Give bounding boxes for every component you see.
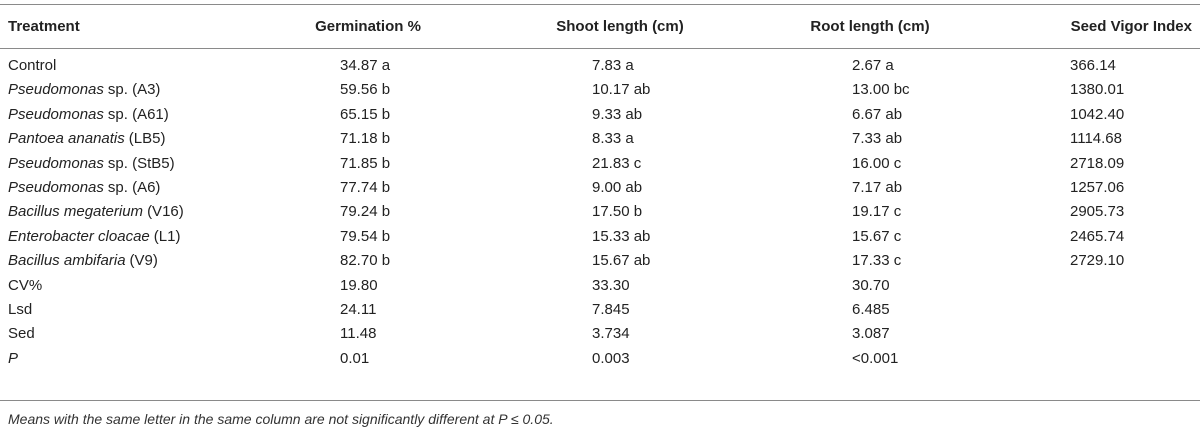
value-cell: 21.83 c xyxy=(592,154,642,172)
value-cell: 9.33 ab xyxy=(592,105,643,123)
treatment-cell: Pseudomonas sp. (A6) xyxy=(8,178,160,198)
header-cell: Shoot length (cm) xyxy=(556,18,684,35)
value-cell: 71.85 b xyxy=(340,154,391,172)
value-cell: 3.087 xyxy=(852,325,890,343)
header-rule xyxy=(0,48,1200,49)
value-cell: 19.80 xyxy=(340,276,378,294)
value-cell: 79.24 b xyxy=(340,203,391,221)
value-cell: 0.01 xyxy=(340,349,370,367)
value-cell: 16.00 c xyxy=(852,154,902,172)
treatment-text: sp. (A61) xyxy=(107,105,169,123)
value-cell: 71.18 b xyxy=(340,130,391,148)
value-cell: 1114.68 xyxy=(1070,130,1122,148)
header-cell: Treatment xyxy=(8,18,80,35)
treatment-italic: P xyxy=(8,349,19,367)
treatment-cell: Pseudomonas sp. (A61) xyxy=(8,105,169,125)
header-cell: Root length (cm) xyxy=(810,18,930,35)
value-cell: 2718.09 xyxy=(1070,154,1125,172)
treatment-text: sp. (StB5) xyxy=(107,154,175,172)
treatment-cell: Control xyxy=(8,56,56,76)
treatment-cell: Pseudomonas sp. (A3) xyxy=(8,80,160,100)
value-cell: 15.33 ab xyxy=(592,227,651,245)
value-cell: 30.70 xyxy=(852,276,890,294)
treatment-text: Lsd xyxy=(8,301,33,318)
value-cell: 8.33 a xyxy=(592,130,634,148)
treatment-italic: Pseudomonas xyxy=(8,154,104,172)
value-cell: 82.70 b xyxy=(340,252,391,270)
treatment-cell: Bacillus ambifaria (V9) xyxy=(8,251,158,271)
value-cell: 3.734 xyxy=(592,325,630,343)
header-cell: Seed Vigor Index xyxy=(1070,18,1192,35)
value-cell: 1042.40 xyxy=(1070,105,1125,123)
treatment-cell: Pseudomonas sp. (StB5) xyxy=(8,154,175,174)
treatment-text: CV% xyxy=(8,276,43,294)
treatment-text: sp. (A3) xyxy=(107,81,161,99)
value-cell: 7.33 ab xyxy=(852,130,903,148)
value-cell: 6.67 ab xyxy=(852,105,903,123)
value-cell: 7.17 ab xyxy=(852,179,903,196)
value-cell: 10.17 ab xyxy=(592,81,651,99)
value-cell: 366.14 xyxy=(1070,57,1116,74)
treatment-text: Sed xyxy=(8,325,35,343)
treatment-text: (V16) xyxy=(147,203,184,221)
value-cell: 7.83 a xyxy=(592,57,634,74)
value-cell: 7.845 xyxy=(592,301,630,318)
value-cell: 0.003 xyxy=(592,349,630,367)
value-cell: 1380.01 xyxy=(1070,81,1125,99)
treatment-text: (L1) xyxy=(153,227,181,245)
bottom-rule xyxy=(0,400,1200,401)
value-cell: 24.11 xyxy=(340,301,377,318)
treatment-italic: Pseudomonas xyxy=(8,105,104,123)
value-cell: 13.00 bc xyxy=(852,81,910,99)
value-cell: 77.74 b xyxy=(340,179,391,196)
value-cell: <0.001 xyxy=(852,349,899,367)
value-cell: 65.15 b xyxy=(340,105,391,123)
value-cell: 9.00 ab xyxy=(592,179,643,196)
footnote: Means with the same letter in the same c… xyxy=(8,411,554,427)
treatment-cell: CV% xyxy=(8,276,42,296)
treatment-italic: Bacillus ambifaria xyxy=(8,252,126,270)
treatment-text: Control xyxy=(8,57,57,74)
treatment-cell: Sed xyxy=(8,324,35,344)
treatment-italic: Pseudomonas xyxy=(8,81,104,99)
value-cell: 59.56 b xyxy=(340,81,391,99)
treatment-cell: Enterobacter cloacae (L1) xyxy=(8,227,180,247)
treatment-italic: Pseudomonas xyxy=(8,179,104,196)
treatment-italic: Bacillus megaterium xyxy=(8,203,144,221)
treatment-cell: Bacillus megaterium (V16) xyxy=(8,202,184,222)
treatment-cell: Lsd xyxy=(8,300,32,320)
value-cell: 33.30 xyxy=(592,276,630,294)
value-cell: 1257.06 xyxy=(1070,179,1125,196)
value-cell: 11.48 xyxy=(340,325,377,343)
treatment-cell: Pantoea ananatis (LB5) xyxy=(8,129,165,149)
value-cell: 2905.73 xyxy=(1070,203,1125,221)
value-cell: 79.54 b xyxy=(340,227,391,245)
treatment-text: (LB5) xyxy=(128,130,166,148)
value-cell: 6.485 xyxy=(852,301,890,318)
value-cell: 34.87 a xyxy=(340,57,391,74)
value-cell: 15.67 c xyxy=(852,227,902,245)
top-rule xyxy=(0,4,1200,5)
value-cell: 2.67 a xyxy=(852,57,894,74)
treatment-italic: Pantoea ananatis xyxy=(8,130,125,148)
treatment-text: (V9) xyxy=(129,252,158,270)
value-cell: 2729.10 xyxy=(1070,252,1125,270)
treatment-text: sp. (A6) xyxy=(107,179,161,196)
treatment-italic: Enterobacter cloacae xyxy=(8,227,150,245)
value-cell: 17.33 c xyxy=(852,252,902,270)
value-cell: 17.50 b xyxy=(592,203,643,221)
treatment-cell: P xyxy=(8,349,18,369)
value-cell: 19.17 c xyxy=(852,203,902,221)
value-cell: 2465.74 xyxy=(1070,227,1125,245)
value-cell: 15.67 ab xyxy=(592,252,651,270)
header-cell: Germination % xyxy=(315,18,421,35)
